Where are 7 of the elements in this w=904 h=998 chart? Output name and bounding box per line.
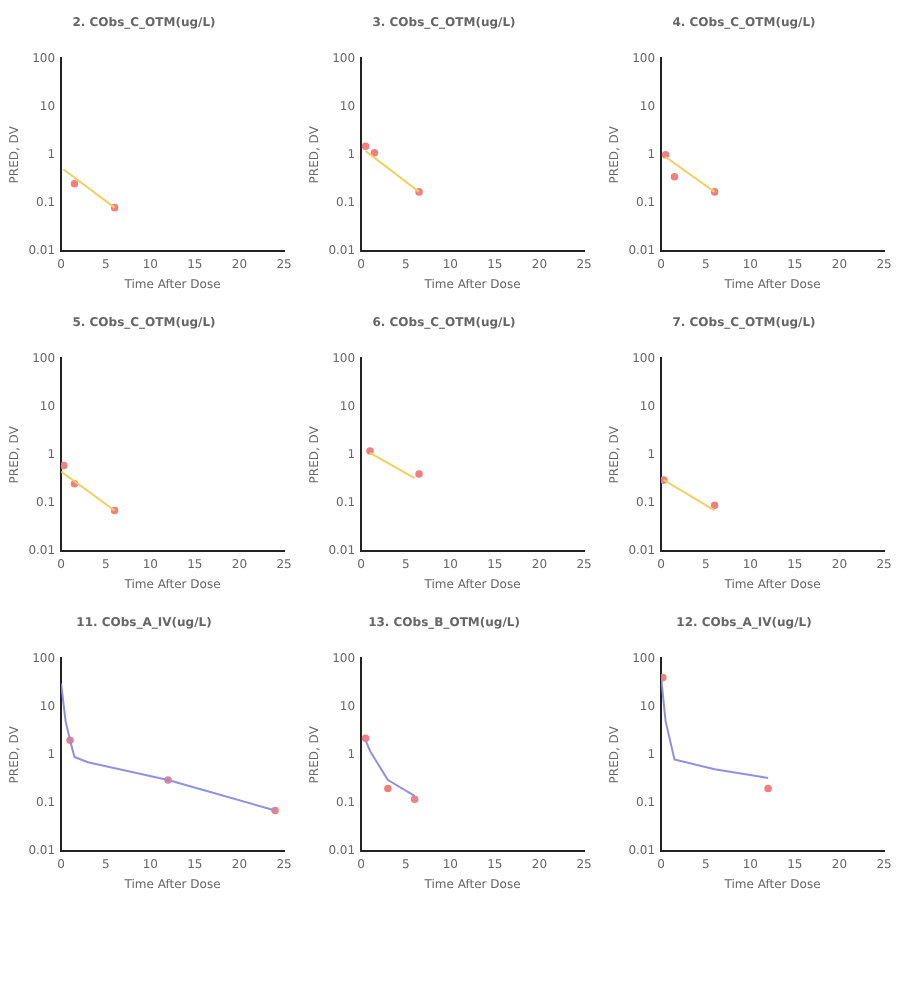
point — [370, 149, 379, 157]
point — [361, 734, 370, 743]
point — [670, 172, 679, 181]
point — [361, 142, 370, 151]
point — [410, 795, 419, 803]
point — [384, 784, 392, 793]
point — [61, 461, 68, 470]
